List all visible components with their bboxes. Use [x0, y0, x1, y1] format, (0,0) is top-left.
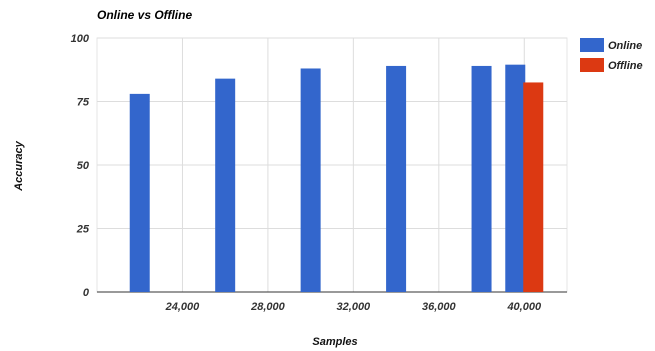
- bar-online-40000: [505, 64, 526, 292]
- x-axis-label: Samples: [312, 336, 357, 348]
- x-tick-label: 36,000: [422, 301, 457, 313]
- y-tick-label: 100: [71, 33, 90, 45]
- bar-online-34000: [386, 65, 407, 292]
- chart-title: Online vs Offline: [97, 8, 192, 22]
- legend-label-online: Online: [608, 40, 642, 52]
- y-tick-label: 25: [76, 224, 90, 236]
- legend-swatch-online: [580, 38, 604, 52]
- y-tick-labels: 0 25 50 75 100: [71, 33, 90, 299]
- x-tick-labels: 24,000 28,000 32,000 36,000 40,000: [165, 301, 542, 313]
- x-tick-label: 32,000: [337, 301, 372, 313]
- bar-online-26000: [215, 78, 236, 292]
- bar-online-22000: [129, 93, 150, 292]
- bars: [129, 64, 544, 292]
- bar-online-30000: [300, 68, 321, 292]
- y-tick-label: 0: [83, 287, 90, 299]
- bar-online-38000: [471, 65, 492, 292]
- x-tick-label: 28,000: [250, 301, 286, 313]
- legend-swatch-offline: [580, 58, 604, 72]
- bar-offline-40000: [523, 82, 544, 292]
- legend: Online Offline: [580, 38, 643, 72]
- y-axis-label: Accuracy: [13, 140, 25, 191]
- legend-label-offline: Offline: [608, 60, 643, 72]
- x-tick-label: 24,000: [165, 301, 201, 313]
- x-tick-label: 40,000: [506, 301, 542, 313]
- y-tick-label: 50: [77, 160, 90, 172]
- y-tick-label: 75: [77, 97, 90, 109]
- gridlines: [96, 37, 568, 293]
